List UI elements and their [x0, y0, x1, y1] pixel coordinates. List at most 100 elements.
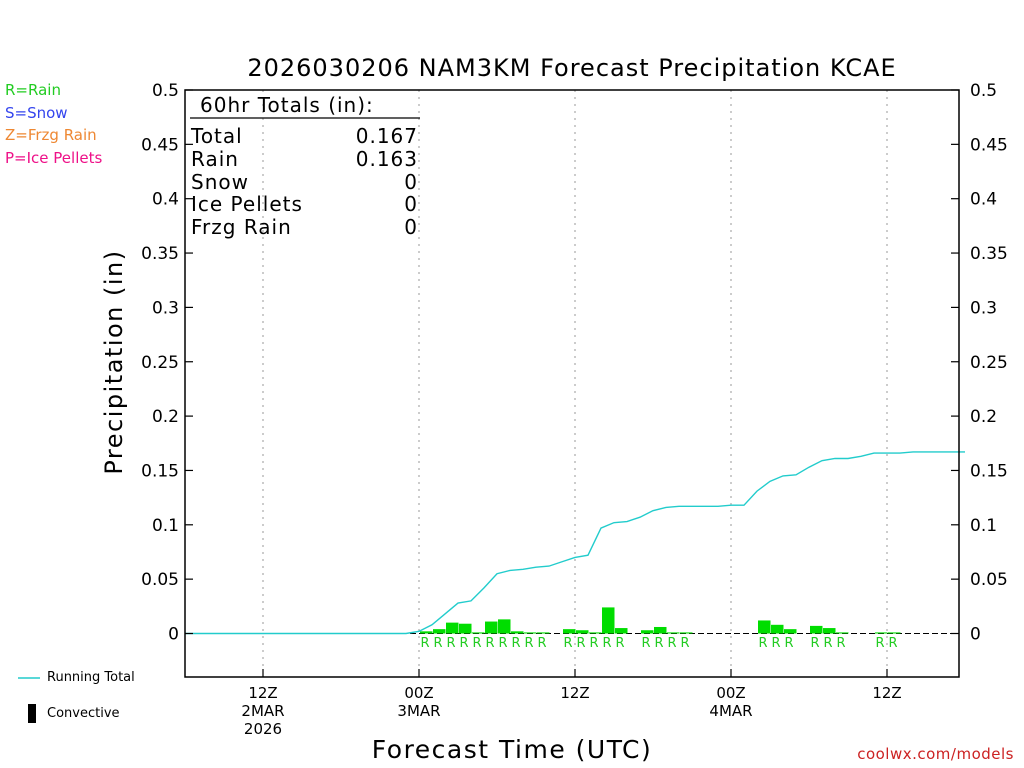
- ptype-mark: R: [459, 636, 468, 651]
- ptype-mark: R: [810, 636, 819, 651]
- y-tick-label-left: 0.45: [141, 135, 179, 155]
- precip-bar: [888, 632, 901, 634]
- ptype-mark: R: [420, 636, 429, 651]
- x-tick-label: 12Z: [872, 684, 901, 702]
- precip-bar: [823, 628, 836, 634]
- precip-bar: [498, 619, 511, 634]
- precip-bar: [875, 632, 888, 634]
- ptype-mark: R: [576, 636, 585, 651]
- precip-bar: [667, 632, 680, 634]
- y-tick-label-right: 0.1: [970, 516, 997, 536]
- ptype-mark: R: [875, 636, 884, 651]
- y-tick-label-right: 0.3: [970, 298, 997, 318]
- precip-bar: [576, 630, 589, 634]
- ptype-mark: R: [524, 636, 533, 651]
- totals-label: Frzg Rain: [191, 215, 292, 239]
- ptype-mark: R: [563, 636, 572, 651]
- y-tick-label-left: 0.5: [152, 81, 179, 101]
- y-tick-label-left: 0.3: [152, 298, 179, 318]
- precip-bar: [771, 624, 784, 634]
- plot-frame: [184, 89, 960, 678]
- convective-legend-swatch: [28, 704, 36, 723]
- ptype-mark: R: [615, 636, 624, 651]
- ptype-mark: R: [433, 636, 442, 651]
- x-tick-label: 00Z: [404, 684, 433, 702]
- x-tick-label: 12Z: [560, 684, 589, 702]
- y-tick-label-left: 0.1: [152, 516, 179, 536]
- totals-value: 0.167: [356, 124, 418, 148]
- precip-bar: [602, 607, 615, 634]
- ptype-mark: R: [784, 636, 793, 651]
- x-tick-label: 3MAR: [397, 702, 440, 720]
- ptype-mark: R: [472, 636, 481, 651]
- y-tick-label-left: 0.05: [141, 570, 179, 590]
- ptype-mark: R: [589, 636, 598, 651]
- precip-bar: [641, 630, 654, 634]
- ptype-mark: R: [771, 636, 780, 651]
- precip-bar: [524, 632, 537, 634]
- totals-value: 0: [404, 170, 418, 194]
- chart-title: 2026030206 NAM3KM Forecast Precipitation…: [247, 54, 896, 82]
- totals-value: 0: [404, 215, 418, 239]
- totals-box: 60hr Totals (in): Total 0.167 Rain 0.163…: [190, 93, 420, 239]
- precip-bar: [459, 623, 472, 634]
- x-tick-label: 4MAR: [709, 702, 752, 720]
- totals-value: 0.163: [356, 147, 418, 171]
- precip-bar: [654, 626, 667, 634]
- precip-bar: [589, 632, 602, 634]
- ptype-mark: R: [511, 636, 520, 651]
- precip-bar: [537, 632, 550, 634]
- y-tick-label-left: 0.25: [141, 353, 179, 373]
- y-tick-label-right: 0.45: [970, 135, 1008, 155]
- y-tick-label-right: 0.4: [970, 190, 997, 210]
- x-tick-label: 2MAR: [241, 702, 284, 720]
- totals-header: 60hr Totals (in):: [200, 93, 374, 117]
- precip-bar: [810, 625, 823, 634]
- ptype-mark: R: [667, 636, 676, 651]
- x-tick-label: 2026: [244, 720, 282, 738]
- totals-label: Total: [190, 124, 243, 148]
- precip-bar: [784, 629, 797, 634]
- precip-bar: [485, 621, 498, 634]
- precip-bar: [433, 629, 446, 634]
- y-tick-label-right: 0.2: [970, 407, 997, 427]
- y-tick-label-left: 0.4: [152, 190, 179, 210]
- precip-bar: [446, 622, 459, 634]
- precip-bar: [563, 629, 576, 634]
- precip-bar: [472, 632, 485, 634]
- totals-label: Rain: [191, 147, 239, 171]
- ptype-mark: R: [836, 636, 845, 651]
- x-axis-label: Forecast Time (UTC): [372, 735, 652, 764]
- ptype-mark: R: [888, 636, 897, 651]
- ptype-mark: R: [537, 636, 546, 651]
- credit-text: coolwx.com/models: [857, 745, 1014, 763]
- precip-bar: [420, 631, 433, 634]
- y-tick-label-left: 0: [168, 625, 179, 645]
- ptype-legend: R=Rain S=Snow Z=Frzg Rain P=Ice Pellets: [5, 79, 102, 169]
- y-tick-label-right: 0.15: [970, 461, 1008, 481]
- totals-label: Snow: [191, 170, 249, 194]
- running-total-line: [185, 451, 965, 635]
- ptype-mark: R: [602, 636, 611, 651]
- ptype-mark: R: [680, 636, 689, 651]
- ptype-legend-snow: S=Snow: [5, 103, 68, 122]
- ptype-mark: R: [498, 636, 507, 651]
- ptype-mark: R: [485, 636, 494, 651]
- y-tick-label-left: 0.2: [152, 407, 179, 427]
- x-tick-label: 00Z: [716, 684, 745, 702]
- totals-value: 0: [404, 192, 418, 216]
- precip-bar: [836, 632, 849, 634]
- y-axis-label: Precipitation (in): [100, 249, 128, 474]
- precip-bar: [680, 632, 693, 634]
- ptype-mark: R: [654, 636, 663, 651]
- grid-lines: [262, 90, 888, 677]
- y-tick-label-right: 0.5: [970, 81, 997, 101]
- convective-legend-label: Convective: [47, 706, 120, 721]
- precip-bar: [511, 631, 524, 634]
- y-tick-label-right: 0.05: [970, 570, 1008, 590]
- ptype-legend-rain: R=Rain: [5, 81, 61, 99]
- y-tick-label-right: 0.35: [970, 244, 1008, 264]
